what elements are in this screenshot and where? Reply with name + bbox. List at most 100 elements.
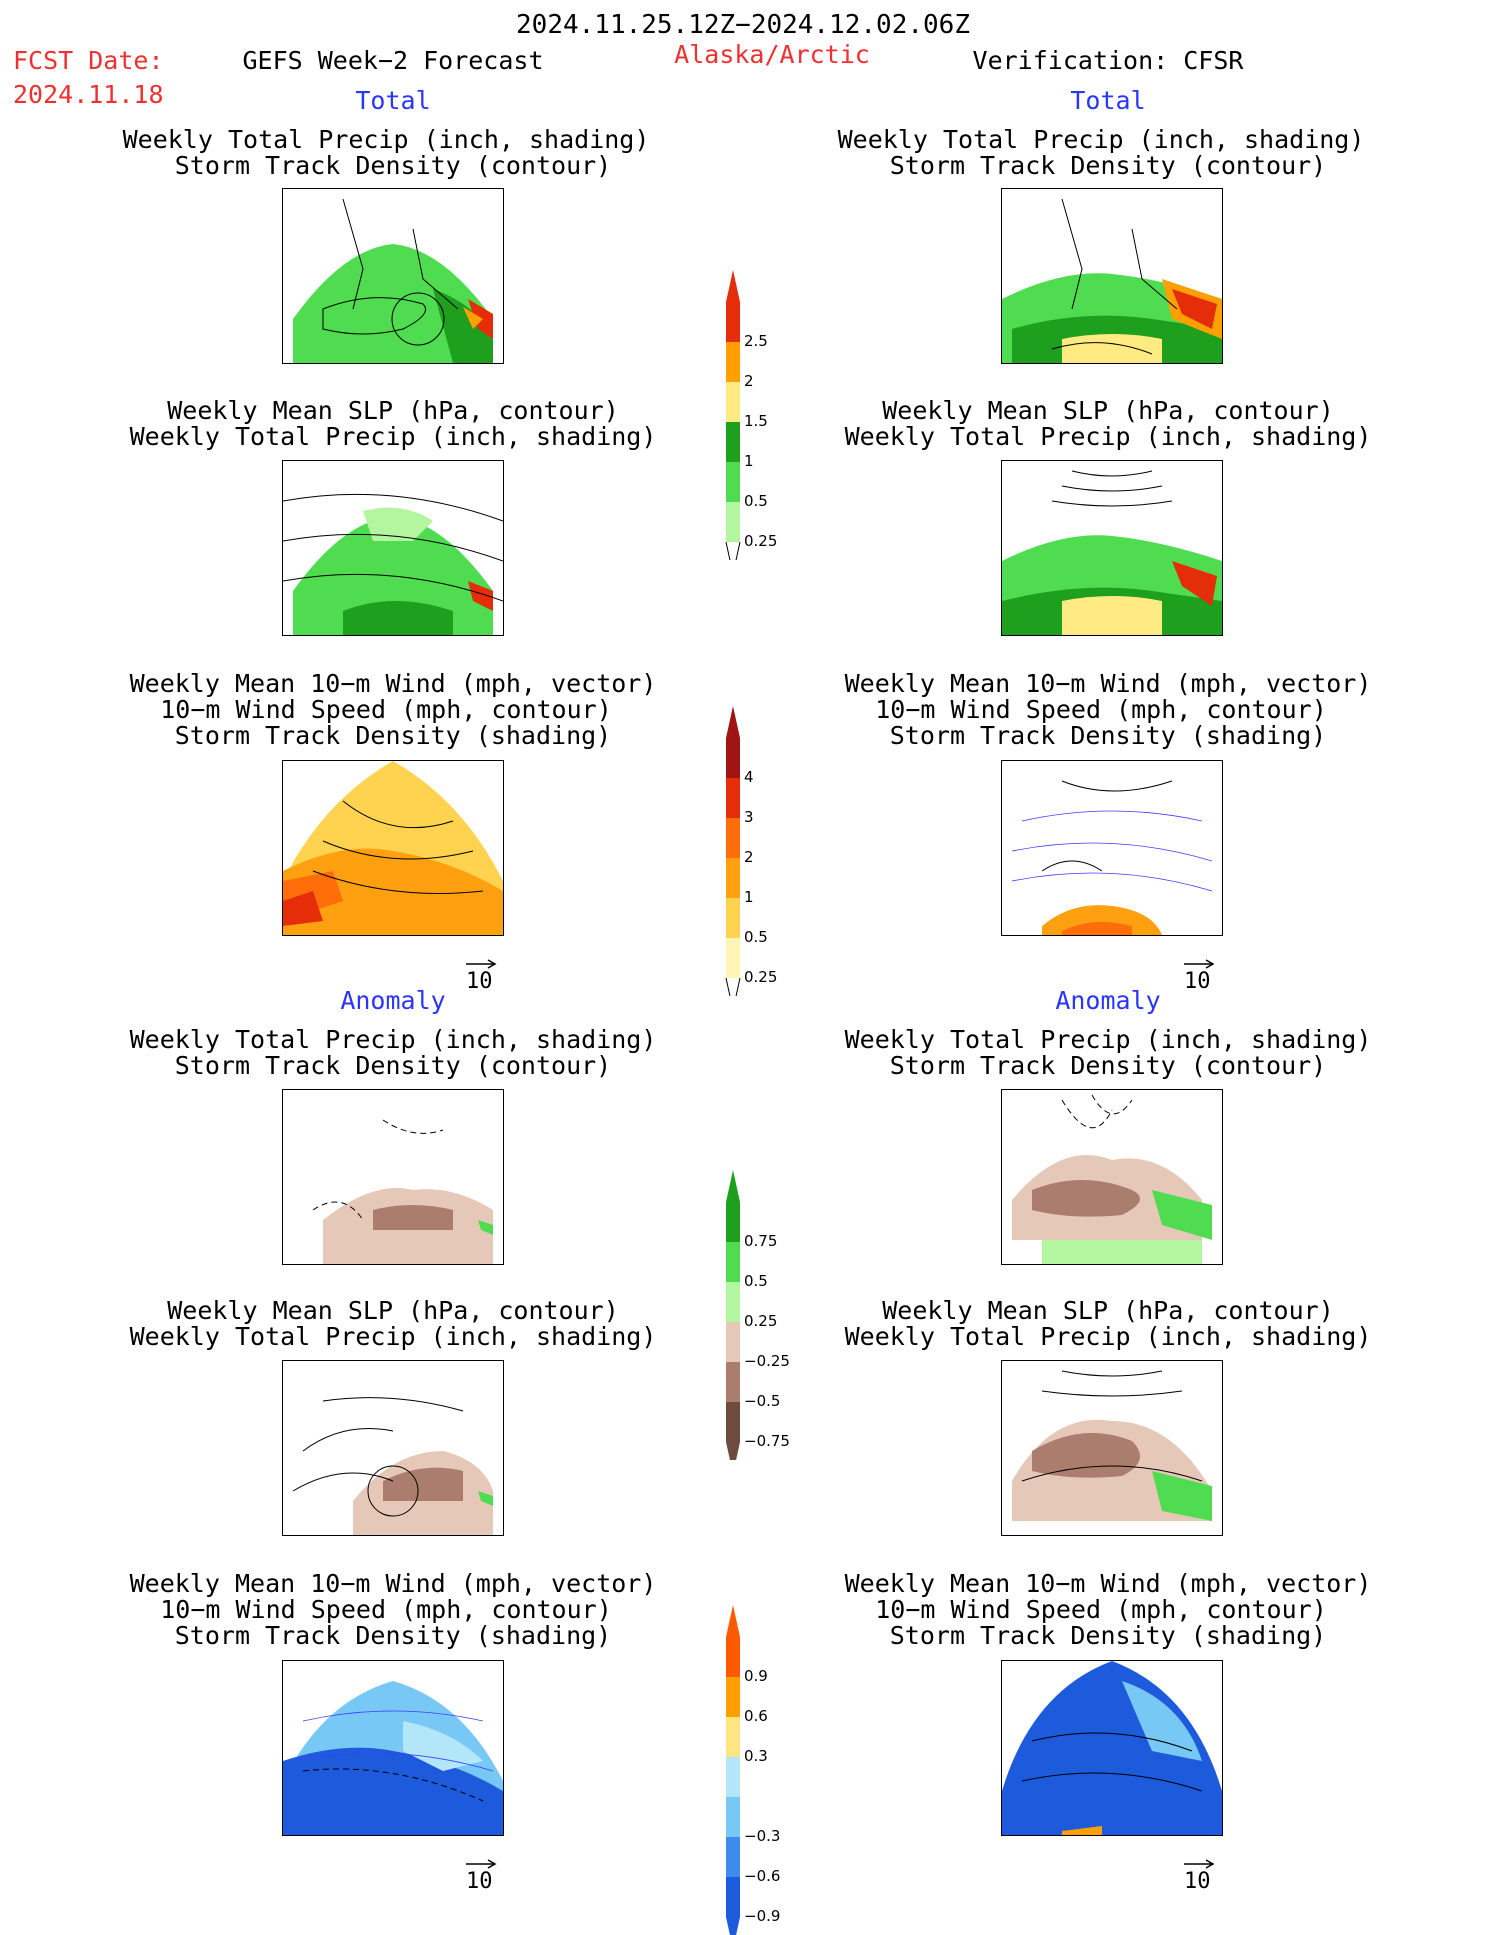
colorbar-tick-label: −0.3 <box>744 1827 781 1845</box>
colorbar-tick-label: 3 <box>744 808 754 826</box>
title-l4b: Storm Track Density (contour) <box>174 1051 612 1080</box>
title-r4a: Weekly Total Precip (inch, shading) <box>844 1025 1372 1054</box>
colorbar-box <box>726 1877 740 1917</box>
colorbar-box <box>726 778 740 818</box>
colorbar-tick-label: 0.3 <box>744 1747 768 1765</box>
colorbar-tick-label: 0.5 <box>744 492 768 510</box>
map-total-wind-track-gefs <box>282 760 504 936</box>
colorbar-tick-label: 2.5 <box>744 332 768 350</box>
colorbar-box <box>726 1677 740 1717</box>
colorbar-svg <box>726 1605 740 1935</box>
colorbar-tick-label: 2 <box>744 372 754 390</box>
map-total-precip-track-gefs <box>282 188 504 364</box>
map-anom-precip-track-cfsr <box>1001 1089 1223 1265</box>
title-r4b: Storm Track Density (contour) <box>889 1051 1327 1080</box>
title-l6a: Weekly Mean 10−m Wind (mph, vector) <box>129 1569 657 1598</box>
colorbar-tick-label: 0.6 <box>744 1707 768 1725</box>
title-r3a: Weekly Mean 10−m Wind (mph, vector) <box>844 669 1372 698</box>
title-l6c: Storm Track Density (shading) <box>174 1621 612 1650</box>
colorbar-tick-label: 0.25 <box>744 532 778 550</box>
title-r5a: Weekly Mean SLP (hPa, contour) <box>882 1296 1334 1325</box>
colorbar-tick-label: −0.75 <box>744 1432 790 1450</box>
colorbar-cap-bottom <box>726 1917 740 1935</box>
colorbar-tick-label: 0.5 <box>744 928 768 946</box>
title-r1b: Storm Track Density (contour) <box>889 151 1327 180</box>
colorbar-box <box>726 1242 740 1282</box>
vector-key-label: 10 <box>1184 1869 1211 1894</box>
colorbar-svg <box>725 706 741 996</box>
colorbar-tick-label: 0.75 <box>744 1232 778 1250</box>
region-label: Alaska/Arctic <box>674 40 870 69</box>
title-l3a: Weekly Mean 10−m Wind (mph, vector) <box>129 669 657 698</box>
section-anomaly-right: Anomaly <box>1055 986 1161 1015</box>
title-l4a: Weekly Total Precip (inch, shading) <box>129 1025 657 1054</box>
title-r6b: 10−m Wind Speed (mph, contour) <box>875 1595 1327 1624</box>
colorbar-box <box>726 1322 740 1362</box>
colorbar-box <box>726 422 740 462</box>
map-total-wind-track-cfsr <box>1001 760 1223 936</box>
title-r3b: 10−m Wind Speed (mph, contour) <box>875 695 1327 724</box>
title-l5b: Weekly Total Precip (inch, shading) <box>129 1322 657 1351</box>
title-l3b: 10−m Wind Speed (mph, contour) <box>160 695 612 724</box>
colorbar-cap-top <box>726 706 740 738</box>
vector-key-label: 10 <box>466 1869 493 1894</box>
colorbar-cap-top <box>726 270 740 302</box>
colorbar-tick-label: 0.25 <box>744 968 778 986</box>
colorbar-box <box>726 1402 740 1442</box>
map-anom-slp-precip-gefs <box>282 1360 504 1536</box>
map-total-precip-track-cfsr <box>1001 188 1223 364</box>
colorbar-svg <box>725 270 741 560</box>
map-anom-wind-track-cfsr <box>1001 1660 1223 1836</box>
colorbar-tick-label: 4 <box>744 768 754 786</box>
map-total-slp-precip-cfsr <box>1001 460 1223 636</box>
colorbar-tick-label: 1.5 <box>744 412 768 430</box>
vector-key-label: 10 <box>466 969 493 994</box>
colorbar-cap-top <box>726 1170 740 1202</box>
colorbar-box <box>726 1202 740 1242</box>
colorbar-box <box>726 1797 740 1837</box>
title-l1a: Weekly Total Precip (inch, shading) <box>122 125 650 154</box>
colorbar-tick-label: 1 <box>744 888 754 906</box>
colorbar-tick-label: −0.6 <box>744 1867 781 1885</box>
verification-label: Verification: CFSR <box>972 46 1244 75</box>
colorbar-box <box>726 342 740 382</box>
title-r5b: Weekly Total Precip (inch, shading) <box>844 1322 1372 1351</box>
colorbar-box <box>726 1362 740 1402</box>
colorbar-tick-label: 0.25 <box>744 1312 778 1330</box>
title-r1a: Weekly Total Precip (inch, shading) <box>837 125 1365 154</box>
title-r6c: Storm Track Density (shading) <box>889 1621 1327 1650</box>
colorbar-box <box>726 1282 740 1322</box>
map-anom-precip-track-gefs <box>282 1089 504 1265</box>
vector-key-l2: 10 <box>464 1855 504 1894</box>
map-total-slp-precip-gefs <box>282 460 504 636</box>
forecast-label: GEFS Week−2 Forecast <box>242 46 544 75</box>
colorbar-box <box>726 302 740 342</box>
vector-key-l1: 10 <box>464 955 504 994</box>
colorbar-box <box>726 1717 740 1757</box>
colorbar-box <box>726 858 740 898</box>
colorbar-box <box>726 938 740 978</box>
colorbar-box <box>726 1837 740 1877</box>
title-r6a: Weekly Mean 10−m Wind (mph, vector) <box>844 1569 1372 1598</box>
colorbar-tick-label: −0.25 <box>744 1352 790 1370</box>
section-total-right: Total <box>1070 86 1146 115</box>
colorbar-svg <box>726 1170 740 1460</box>
section-anomaly-left: Anomaly <box>340 986 446 1015</box>
colorbar-cap-bottom <box>726 1442 740 1460</box>
colorbar-box <box>726 462 740 502</box>
vector-key-r2: 10 <box>1182 1855 1222 1894</box>
colorbar-tick-label: 1 <box>744 452 754 470</box>
title-l3c: Storm Track Density (shading) <box>174 721 612 750</box>
title-l2a: Weekly Mean SLP (hPa, contour) <box>167 396 619 425</box>
valid-period: 2024.11.25.12Z−2024.12.02.06Z <box>516 10 970 40</box>
title-l1b: Storm Track Density (contour) <box>174 151 612 180</box>
title-l5a: Weekly Mean SLP (hPa, contour) <box>167 1296 619 1325</box>
colorbar-tick-label: 0.9 <box>744 1667 768 1685</box>
colorbar-box <box>726 738 740 778</box>
map-anom-slp-precip-cfsr <box>1001 1360 1223 1536</box>
colorbar-box <box>726 502 740 542</box>
colorbar-tick-label: 2 <box>744 848 754 866</box>
title-r2a: Weekly Mean SLP (hPa, contour) <box>882 396 1334 425</box>
vector-key-label: 10 <box>1184 969 1211 994</box>
title-l2b: Weekly Total Precip (inch, shading) <box>129 422 657 451</box>
